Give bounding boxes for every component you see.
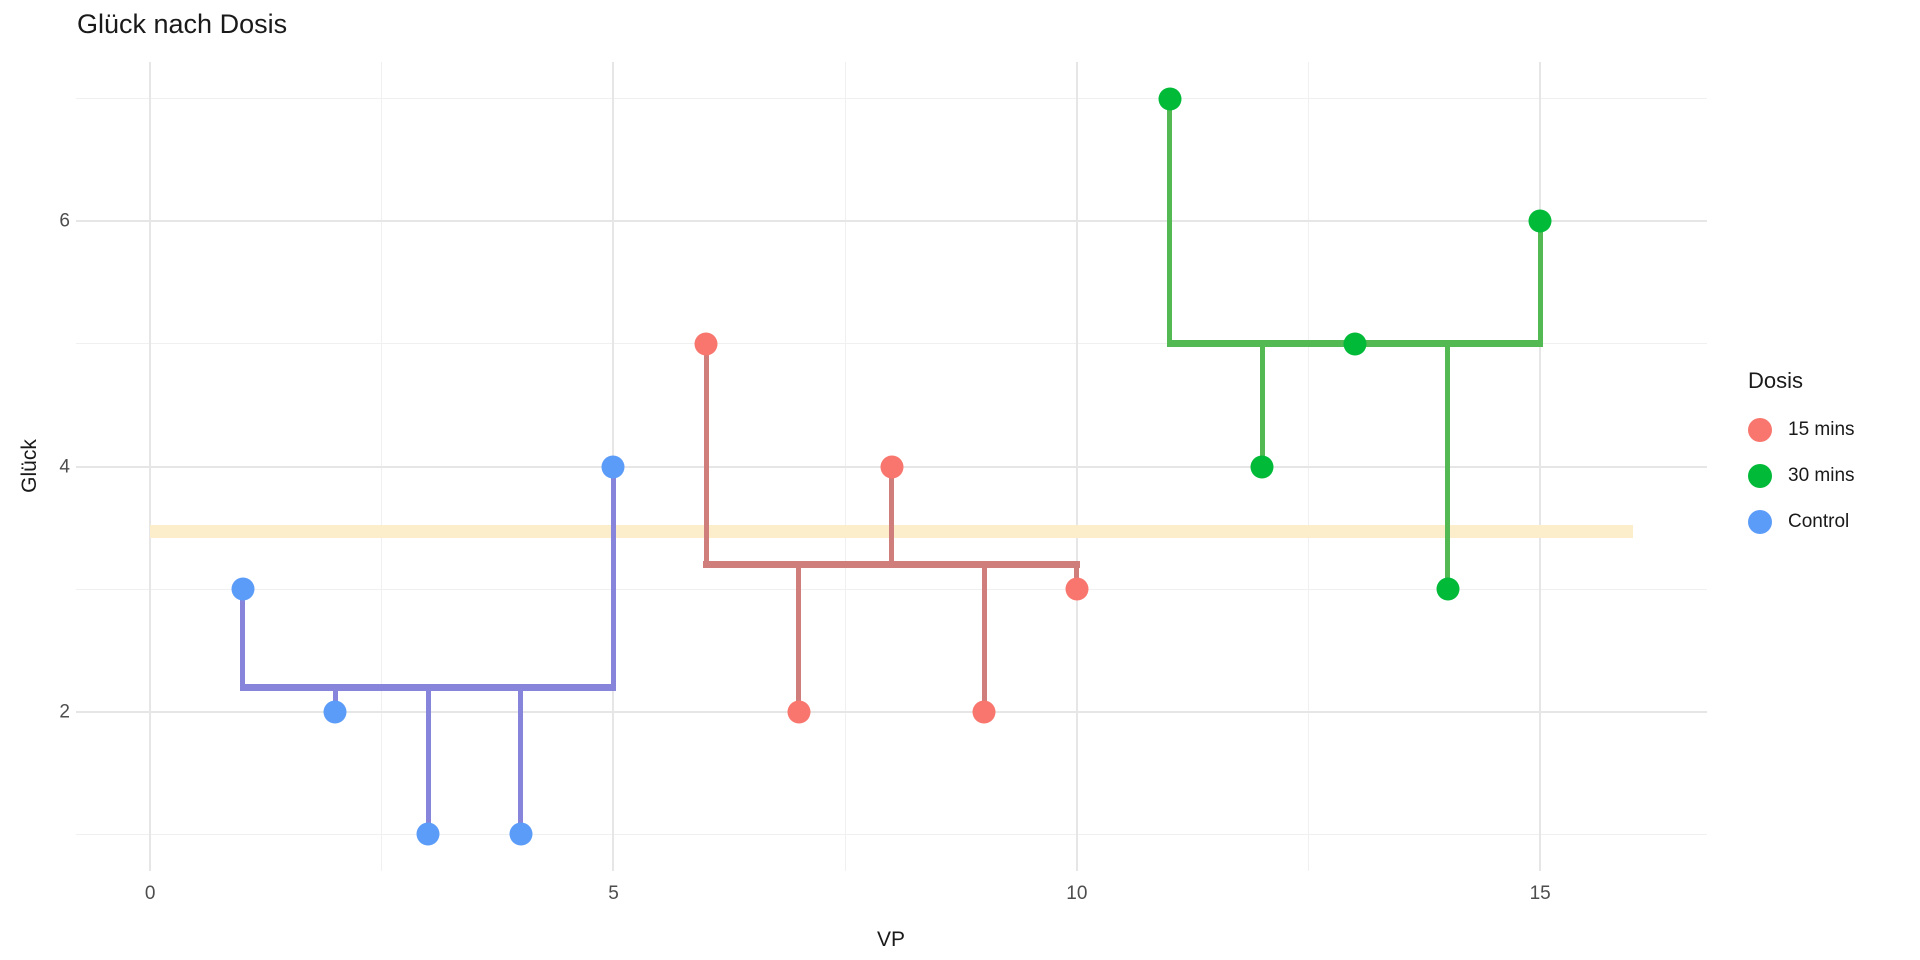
data-point: [509, 822, 533, 846]
x-axis-title: VP: [876, 928, 906, 951]
residual-stem: [796, 564, 802, 712]
data-point: [1436, 577, 1460, 601]
legend-key-dot: [1748, 464, 1772, 488]
y-minor-gridline: [76, 833, 1707, 835]
residual-stem: [703, 343, 709, 565]
y-minor-gridline: [76, 98, 1707, 100]
legend-entry-label: Control: [1788, 511, 1850, 532]
data-point: [1065, 577, 1089, 601]
data-point: [1343, 332, 1367, 356]
data-point: [1158, 87, 1181, 111]
x-major-gridline: [149, 62, 152, 871]
legend-key-dot: [1748, 510, 1772, 534]
residual-stem: [518, 687, 524, 835]
chart-title: Glück nach Dosis: [77, 9, 288, 39]
x-major-gridline: [1075, 62, 1078, 871]
group-mean-line: [703, 561, 1080, 569]
legend-entry: 15 mins: [1748, 416, 1918, 444]
residual-stem: [425, 687, 431, 835]
residual-stem: [889, 466, 894, 565]
data-point: [972, 700, 996, 724]
y-major-gridline: [76, 220, 1707, 223]
residual-stem: [1167, 98, 1172, 344]
x-major-gridline: [1539, 62, 1542, 871]
plot-panel: [76, 62, 1707, 871]
legend-entry: Control: [1748, 508, 1918, 536]
legend-entry-label: 15 mins: [1788, 419, 1855, 440]
x-tick-label: 10: [1066, 883, 1088, 904]
data-point: [231, 577, 255, 601]
residual-stem: [981, 564, 987, 712]
legend-key-dot: [1748, 418, 1772, 442]
residual-stem: [332, 687, 338, 712]
residual-stem: [1537, 221, 1543, 344]
y-axis-title: Glück: [18, 439, 41, 493]
y-major-gridline: [76, 710, 1707, 713]
group-mean-line: [239, 683, 617, 691]
legend-title: Dosis: [1748, 368, 1804, 393]
data-point: [787, 700, 811, 724]
data-point: [694, 332, 718, 356]
legend: Dosis 15 mins 30 mins Control: [1748, 368, 1918, 554]
y-minor-gridline: [76, 588, 1707, 590]
residual-stem: [610, 466, 616, 688]
data-point: [1528, 209, 1552, 233]
y-tick-label: 4: [59, 456, 70, 477]
residual-stem: [240, 589, 246, 688]
data-point: [416, 822, 440, 846]
residual-stem: [1074, 564, 1080, 590]
data-point: [323, 700, 347, 724]
x-tick-label: 5: [608, 883, 619, 904]
data-point: [1250, 455, 1274, 478]
legend-entry-label: 30 mins: [1788, 465, 1855, 486]
residual-stem: [1445, 343, 1451, 590]
legend-entry: 30 mins: [1748, 462, 1918, 490]
y-minor-gridline: [76, 343, 1707, 345]
data-point: [880, 455, 903, 478]
x-tick-label: 0: [144, 883, 156, 904]
residual-stem: [1259, 343, 1265, 467]
data-point: [601, 455, 625, 478]
legend-entries: 15 mins 30 mins Control: [1748, 416, 1918, 536]
y-tick-label: 2: [59, 701, 70, 723]
x-tick-label: 15: [1529, 883, 1551, 904]
y-tick-label: 6: [59, 210, 70, 232]
